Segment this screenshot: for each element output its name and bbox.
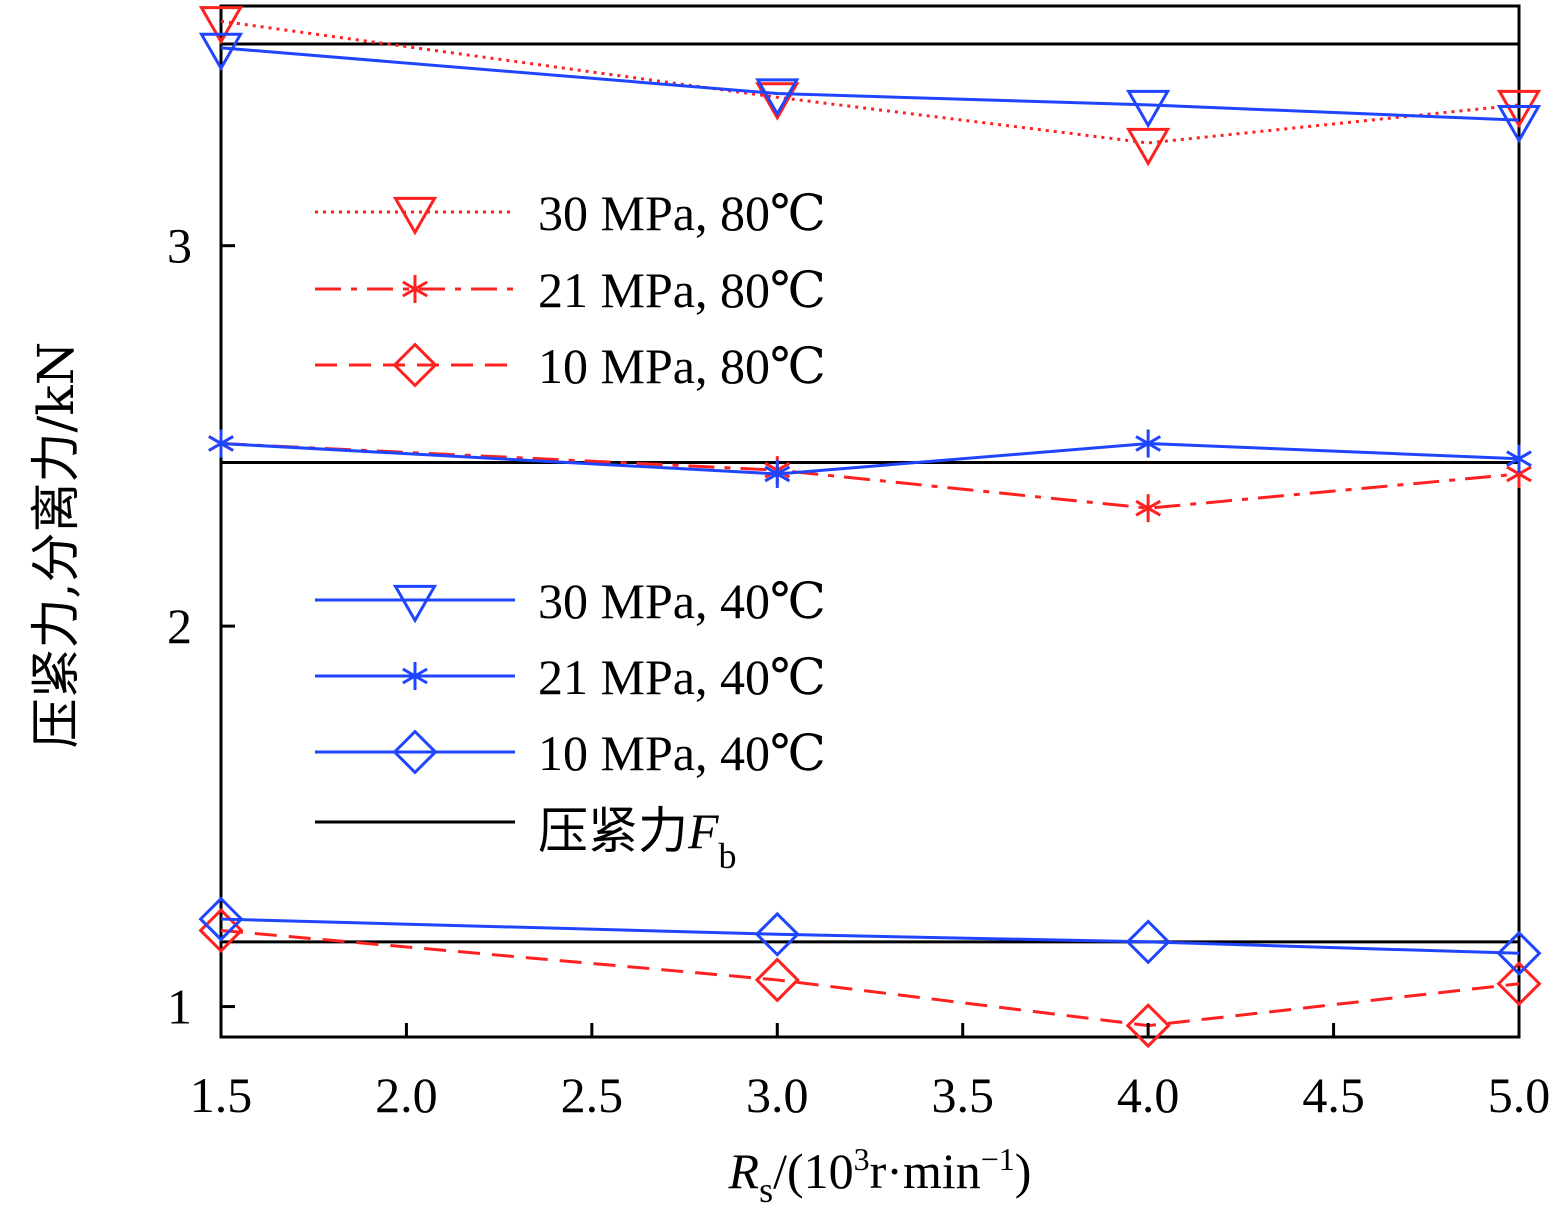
series-4-point-3 — [1506, 444, 1532, 473]
series-2-point-2 — [1125, 1003, 1171, 1049]
series-3-point-1 — [755, 78, 800, 117]
y-tick-label: 1 — [167, 979, 192, 1035]
series-3-point-2 — [1126, 89, 1171, 129]
legend-label-5: 10 MPa, 40℃ — [538, 725, 826, 781]
legend-marker-2 — [392, 342, 438, 388]
legend-entry-reference: 压紧力Fb — [315, 803, 737, 876]
legend-reference-sub: b — [719, 836, 737, 876]
series-line-4 — [220, 442, 1520, 476]
x-tick-label: 2.0 — [375, 1067, 438, 1123]
legend-label-3: 30 MPa, 40℃ — [538, 573, 826, 629]
series-line-2 — [220, 928, 1520, 1028]
y-tick-label: 2 — [167, 598, 192, 654]
legend: 30 MPa, 80℃ 21 MPa, 80℃ 10 MPa, 80℃ 30 MPa,… — [315, 185, 826, 876]
legend-label-0: 30 MPa, 80℃ — [538, 185, 826, 241]
legend-label-2: 10 MPa, 80℃ — [538, 338, 826, 394]
series-0 — [198, 6, 1542, 167]
ticks-layer: 1.5 2.0 2.5 3.0 3.5 4.0 4.5 5.0 1 2 3 — [167, 218, 1550, 1123]
x-tick-label: 4.0 — [1117, 1067, 1180, 1123]
x-axis-label-sup2: −1 — [981, 1141, 1015, 1177]
series-5-point-1 — [754, 911, 800, 957]
x-axis-label-suffix: ) — [1015, 1143, 1032, 1199]
series-1-point-2 — [1135, 494, 1162, 523]
x-axis-label-prefix: /(10 — [773, 1143, 854, 1199]
series-4 — [208, 429, 1532, 488]
x-axis-label-mid: r·min — [870, 1143, 981, 1199]
x-axis-label-sub: s — [759, 1170, 773, 1210]
series-0-point-2 — [1126, 127, 1171, 167]
series-line-5 — [220, 917, 1520, 955]
x-tick-label: 1.5 — [190, 1067, 253, 1123]
reference-lines — [221, 42, 1519, 944]
series-line-0 — [220, 19, 1520, 145]
legend-reference-symbol: F — [687, 803, 719, 859]
series-5-point-2 — [1125, 919, 1171, 965]
x-tick-label: 4.5 — [1302, 1067, 1365, 1123]
y-axis-label: 压紧力,分离力/kN — [27, 342, 85, 749]
series-2 — [198, 907, 1542, 1049]
legend-entry-2: 10 MPa, 80℃ — [315, 338, 826, 394]
legend-reference-name: 压紧力 — [538, 803, 688, 859]
legend-entry-5: 10 MPa, 40℃ — [315, 725, 826, 781]
legend-marker-4 — [402, 662, 428, 690]
series-2-point-1 — [754, 957, 800, 1003]
series-4-point-0 — [208, 429, 234, 458]
plot-frame — [219, 4, 1521, 1039]
series-3-point-3 — [1496, 105, 1542, 144]
x-axis-label-sup1: 3 — [854, 1141, 870, 1177]
x-tick-label: 3.0 — [746, 1067, 809, 1123]
legend-entry-1: 21 MPa, 80℃ — [315, 262, 826, 318]
series-4-point-1 — [764, 459, 791, 488]
series-0-point-0 — [198, 6, 244, 45]
legend-marker-5 — [392, 729, 438, 775]
series-5-point-0 — [198, 896, 244, 942]
y-tick-label: 3 — [167, 218, 192, 274]
legend-label-4: 21 MPa, 40℃ — [538, 649, 826, 705]
series-4-point-2 — [1135, 429, 1162, 458]
legend-entry-0: 30 MPa, 80℃ — [315, 185, 826, 241]
series-5-point-3 — [1496, 930, 1542, 976]
series-2-point-0 — [198, 907, 244, 953]
series-line-1 — [220, 442, 1520, 510]
series-5 — [198, 896, 1542, 976]
x-tick-label: 3.5 — [931, 1067, 994, 1123]
legend-label-reference: 压紧力Fb — [538, 803, 737, 876]
legend-marker-1 — [402, 275, 428, 303]
x-tick-label: 2.5 — [561, 1067, 624, 1123]
legend-marker-3 — [392, 584, 438, 624]
series-3-point-0 — [198, 32, 244, 72]
series-1 — [208, 429, 1532, 523]
series-0-point-3 — [1496, 89, 1542, 129]
legend-entry-3: 30 MPa, 40℃ — [315, 573, 826, 629]
series-line-3 — [220, 46, 1520, 122]
x-axis-label: Rs/(103r·min−1) — [728, 1141, 1032, 1210]
x-tick-label: 5.0 — [1488, 1067, 1551, 1123]
x-axis-label-symbol: R — [728, 1143, 760, 1199]
legend-label-1: 21 MPa, 80℃ — [538, 262, 826, 318]
series-layer — [198, 6, 1542, 1049]
legend-marker-0 — [392, 196, 438, 236]
legend-entry-4: 21 MPa, 40℃ — [315, 649, 826, 705]
series-2-point-3 — [1496, 961, 1542, 1007]
series-0-point-1 — [755, 82, 800, 121]
series-3 — [198, 32, 1542, 144]
